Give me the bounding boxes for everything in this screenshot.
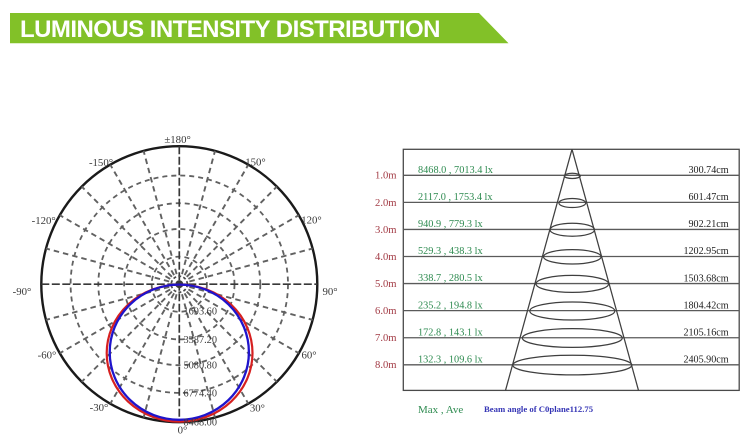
svg-text:8.0m: 8.0m xyxy=(375,360,397,371)
svg-text:±180°: ±180° xyxy=(164,134,190,146)
svg-text:0°: 0° xyxy=(178,424,188,436)
svg-text:1503.68cm: 1503.68cm xyxy=(683,273,728,284)
svg-text:172.8 , 143.1 lx: 172.8 , 143.1 lx xyxy=(418,327,483,338)
svg-text:-90°: -90° xyxy=(13,286,32,298)
svg-text:30°: 30° xyxy=(250,402,265,414)
svg-text:150°: 150° xyxy=(245,157,266,169)
svg-text:8468.0 , 7013.4 lx: 8468.0 , 7013.4 lx xyxy=(418,165,494,176)
svg-text:2.0m: 2.0m xyxy=(375,198,397,209)
svg-text:940.9 , 779.3 lx: 940.9 , 779.3 lx xyxy=(418,219,483,230)
svg-text:3387.20: 3387.20 xyxy=(184,335,217,346)
svg-text:601.47cm: 601.47cm xyxy=(689,192,729,203)
svg-text:-150°: -150° xyxy=(89,157,113,169)
svg-text:-60°: -60° xyxy=(38,350,57,362)
svg-text:-120°: -120° xyxy=(32,215,56,227)
svg-text:60°: 60° xyxy=(301,350,316,362)
svg-text:300.74cm: 300.74cm xyxy=(689,165,729,176)
svg-text:1693.60: 1693.60 xyxy=(184,307,217,318)
svg-text:LUMINOUS INTENSITY DISTRIBUTIO: LUMINOUS INTENSITY DISTRIBUTION xyxy=(20,16,440,43)
svg-text:90°: 90° xyxy=(322,286,337,298)
svg-text:1.0m: 1.0m xyxy=(375,171,397,182)
svg-text:529.3 , 438.3 lx: 529.3 , 438.3 lx xyxy=(418,246,483,257)
svg-text:338.7 , 280.5 lx: 338.7 , 280.5 lx xyxy=(418,273,483,284)
svg-text:132.3 , 109.6 lx: 132.3 , 109.6 lx xyxy=(418,354,483,365)
svg-text:7.0m: 7.0m xyxy=(375,333,397,344)
svg-text:4.0m: 4.0m xyxy=(375,252,397,263)
svg-text:235.2 , 194.8 lx: 235.2 , 194.8 lx xyxy=(418,300,483,311)
svg-text:120°: 120° xyxy=(301,215,322,227)
svg-text:5080.80: 5080.80 xyxy=(184,360,217,371)
svg-text:Max , Ave: Max , Ave xyxy=(418,404,463,416)
svg-text:8468.00: 8468.00 xyxy=(184,417,217,428)
svg-text:5.0m: 5.0m xyxy=(375,279,397,290)
svg-text:Beam angle of C0plane112.75: Beam angle of C0plane112.75 xyxy=(484,404,594,414)
svg-text:-30°: -30° xyxy=(90,402,109,414)
svg-text:902.21cm: 902.21cm xyxy=(689,219,729,230)
svg-text:3.0m: 3.0m xyxy=(375,225,397,236)
svg-text:2405.90cm: 2405.90cm xyxy=(683,354,728,365)
svg-text:6.0m: 6.0m xyxy=(375,306,397,317)
svg-text:2117.0 , 1753.4 lx: 2117.0 , 1753.4 lx xyxy=(418,192,493,203)
svg-text:1202.95cm: 1202.95cm xyxy=(683,246,728,257)
svg-text:6774.40: 6774.40 xyxy=(184,388,217,399)
svg-text:2105.16cm: 2105.16cm xyxy=(683,327,728,338)
svg-text:1804.42cm: 1804.42cm xyxy=(683,300,728,311)
